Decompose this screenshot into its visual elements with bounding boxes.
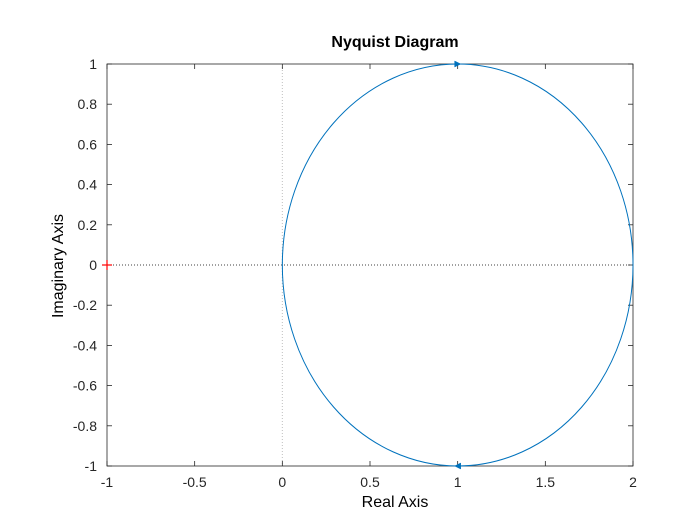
y-tick-label: 0.2 [78, 217, 98, 233]
y-tick-label: 1 [89, 56, 97, 72]
y-tick-label: 0 [89, 257, 97, 273]
data-point [370, 90, 371, 91]
data-point [633, 265, 634, 266]
data-point [609, 365, 610, 366]
x-tick-label: 1.5 [536, 474, 556, 490]
x-axis-label: Real Axis [362, 494, 429, 511]
data-point [545, 439, 546, 440]
y-tick-label: -0.4 [73, 337, 97, 353]
data-point [305, 365, 306, 366]
direction-arrow-top [454, 60, 462, 68]
y-tick-label: -0.2 [73, 297, 97, 313]
x-tick-label: 0 [278, 474, 286, 490]
y-axis-label: Imaginary Axis [50, 214, 67, 318]
data-point [609, 164, 610, 165]
chart-title: Nyquist Diagram [331, 34, 458, 51]
data-point [282, 265, 283, 266]
x-tick-label: -0.5 [183, 474, 207, 490]
markers [102, 60, 462, 470]
data-point [370, 439, 371, 440]
x-tick-label: 2 [629, 474, 637, 490]
y-tick-label: 0.6 [78, 136, 98, 152]
y-tick-label: 0.8 [78, 96, 98, 112]
y-tick-label: -0.8 [73, 418, 97, 434]
x-tick-label: -1 [101, 474, 114, 490]
y-tick-label: -0.6 [73, 378, 97, 394]
direction-arrow-bottom [454, 462, 461, 470]
data-point [305, 164, 306, 165]
y-tick-label: 0.4 [78, 177, 98, 193]
axis-ticks: -1 -0.5 0 0.5 1 1.5 2 -1 -0.8 -0.6 -0.4 -0.2 0 0.2 0.4… [73, 56, 637, 490]
data-point [545, 90, 546, 91]
x-tick-label: 0.5 [360, 474, 380, 490]
y-tick-label: -1 [85, 458, 98, 474]
x-tick-label: 1 [454, 474, 462, 490]
